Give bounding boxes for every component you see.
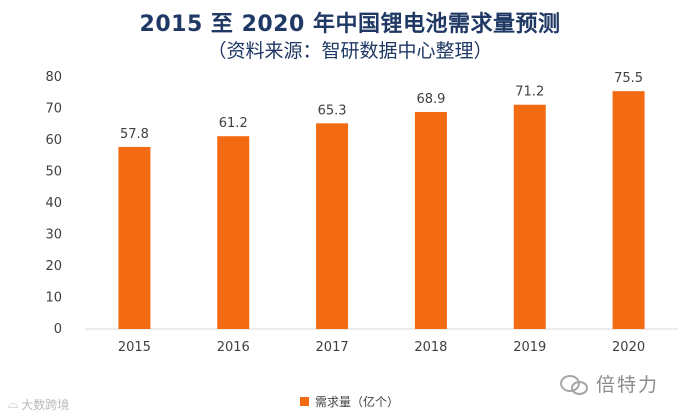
y-tick-label: 60 bbox=[45, 133, 62, 148]
y-tick-label: 0 bbox=[54, 322, 62, 337]
y-tick-label: 80 bbox=[45, 70, 62, 85]
data-label-2017: 65.3 bbox=[318, 103, 347, 118]
legend-label: 需求量（亿个） bbox=[315, 394, 400, 409]
weibo-icon: ⌓ bbox=[8, 397, 19, 412]
watermark-left-text: 大数跨境 bbox=[21, 398, 70, 412]
y-axis: 0 10 20 30 40 50 60 70 80 bbox=[45, 70, 62, 337]
bar-2016 bbox=[217, 136, 250, 329]
x-axis: 2015 2016 2017 2018 2019 2020 bbox=[85, 328, 678, 355]
x-tick-label: 2016 bbox=[217, 340, 250, 355]
data-label-2015: 57.8 bbox=[120, 127, 149, 142]
data-label-2016: 61.2 bbox=[219, 116, 248, 131]
chart-title: 2015 至 2020 年中国锂电池需求量预测 bbox=[139, 12, 561, 37]
watermark-right-text: 倍特力 bbox=[596, 374, 660, 396]
chart-subtitle: （资料来源：智研数据中心整理） bbox=[207, 40, 493, 62]
legend-swatch bbox=[300, 396, 309, 406]
x-tick-label: 2020 bbox=[612, 340, 645, 355]
bar-2017 bbox=[316, 123, 349, 330]
data-label-2020: 75.5 bbox=[614, 71, 643, 86]
data-label-2018: 68.9 bbox=[416, 92, 445, 107]
watermark-right: 倍特力 bbox=[560, 370, 659, 397]
legend: 需求量（亿个） bbox=[300, 392, 399, 410]
data-labels: 57.8 61.2 65.3 68.9 71.2 75.5 bbox=[120, 71, 643, 142]
y-tick-label: 20 bbox=[45, 259, 62, 274]
x-tick-label: 2018 bbox=[414, 340, 447, 355]
bar-2018 bbox=[414, 111, 447, 329]
y-tick-label: 30 bbox=[45, 228, 62, 243]
x-tick-label: 2019 bbox=[513, 340, 546, 355]
bar-2015 bbox=[118, 146, 151, 329]
wechat-icon bbox=[560, 373, 590, 395]
y-tick-label: 10 bbox=[45, 291, 62, 306]
bar-2019 bbox=[513, 104, 546, 329]
bars bbox=[118, 91, 645, 330]
y-tick-label: 50 bbox=[45, 165, 62, 180]
x-tick-label: 2017 bbox=[316, 340, 349, 355]
watermark-left: ⌓ 大数跨境 bbox=[8, 396, 69, 413]
y-tick-label: 70 bbox=[45, 102, 62, 117]
x-tick-label: 2015 bbox=[118, 340, 151, 355]
y-tick-label: 40 bbox=[45, 196, 62, 211]
bar-2020 bbox=[612, 91, 645, 329]
data-label-2019: 71.2 bbox=[515, 85, 544, 100]
